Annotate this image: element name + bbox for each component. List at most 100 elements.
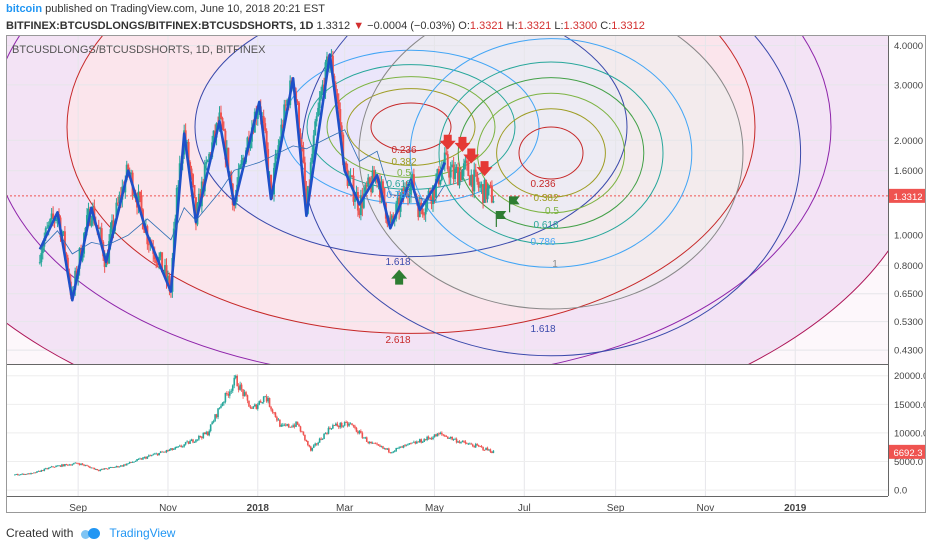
lower-candle-body bbox=[42, 470, 44, 471]
candle-body bbox=[483, 179, 486, 203]
lower-candle-body bbox=[407, 443, 409, 445]
lower-candle-body bbox=[196, 439, 199, 441]
candle-body bbox=[401, 188, 404, 197]
candle-body bbox=[100, 228, 103, 242]
candle-body bbox=[281, 124, 284, 129]
lower-candle-body bbox=[55, 465, 57, 468]
candle-body bbox=[246, 137, 249, 151]
chart-container[interactable]: 0.236 0.382 0.5 0.618 0.786 1.618 2.618 0.236 0.… bbox=[6, 35, 928, 514]
fib-label-set1: 0.382 bbox=[391, 157, 416, 168]
candle-body bbox=[315, 116, 318, 122]
fib-label-set2: 1 bbox=[552, 259, 558, 270]
lower-candle-body bbox=[376, 443, 378, 445]
candle-body bbox=[278, 140, 281, 146]
lower-candle-body bbox=[307, 440, 309, 446]
lower-candle-body bbox=[120, 465, 122, 467]
lower-candle-body bbox=[374, 443, 377, 445]
lower-candle-body bbox=[399, 446, 402, 448]
tradingview-link[interactable]: TradingView bbox=[109, 526, 176, 540]
lower-candle-body bbox=[93, 467, 96, 470]
lower-candle-body bbox=[352, 424, 355, 427]
candle-body bbox=[459, 171, 462, 181]
lower-candle-body bbox=[270, 406, 272, 410]
candle-body bbox=[351, 175, 354, 177]
lower-candle-body bbox=[211, 422, 213, 425]
x-tick-label: Nov bbox=[159, 503, 177, 513]
candle-body bbox=[206, 160, 209, 162]
lower-candle-body bbox=[292, 425, 294, 428]
lower-candle-body bbox=[230, 390, 233, 392]
lower-candle-body bbox=[202, 432, 205, 439]
lower-candle-body bbox=[18, 474, 21, 476]
author-link[interactable]: bitcoin bbox=[6, 3, 43, 15]
lower-candle-body bbox=[436, 433, 439, 437]
candle-body bbox=[130, 172, 133, 175]
lower-candle-body bbox=[218, 407, 221, 409]
fib-circle-set2 bbox=[457, 77, 645, 229]
lower-candle-body bbox=[402, 445, 405, 448]
lower-candle-body bbox=[302, 431, 305, 435]
candle-body bbox=[452, 164, 455, 179]
lower-candle-body bbox=[137, 458, 140, 460]
lower-candle-body bbox=[47, 467, 50, 469]
candle-body bbox=[314, 121, 317, 136]
lower-candle-body bbox=[198, 435, 200, 440]
lower-candle-body bbox=[152, 454, 155, 456]
candle-body bbox=[143, 229, 146, 233]
candle-body bbox=[340, 125, 343, 135]
sell-arrow-icon bbox=[476, 161, 493, 177]
candle-body bbox=[109, 229, 112, 242]
candle-body bbox=[485, 179, 488, 200]
last-price-tag bbox=[889, 188, 927, 203]
candle-body bbox=[402, 188, 405, 197]
lower-candle-body bbox=[298, 424, 300, 427]
lower-candle-body bbox=[100, 468, 103, 470]
sell-arrow-icon bbox=[463, 148, 480, 164]
x-tick-label: Sep bbox=[69, 503, 87, 513]
candle-body bbox=[331, 55, 334, 76]
candle-body bbox=[430, 198, 433, 205]
candle-body bbox=[365, 184, 368, 187]
candle-body bbox=[389, 217, 392, 224]
lower-candle-body bbox=[491, 452, 493, 454]
lower-candle-body bbox=[125, 463, 128, 466]
created-with-text: Created with bbox=[6, 526, 74, 540]
candle-body bbox=[40, 253, 43, 263]
fib-label-set2: 0.382 bbox=[533, 193, 558, 204]
candle-body bbox=[303, 162, 306, 189]
lower-candle-body bbox=[159, 451, 162, 453]
chart-svg[interactable]: 0.2360.3820.50.6180.7861.6182.6180.2360.… bbox=[6, 35, 928, 514]
lower-candle-body bbox=[323, 433, 325, 440]
candle-body bbox=[161, 252, 164, 273]
candle-body bbox=[427, 190, 430, 197]
candle-body bbox=[280, 124, 283, 141]
last-price-label: 1.3312 bbox=[893, 192, 922, 203]
candle-body bbox=[339, 109, 342, 126]
candle-body bbox=[439, 179, 442, 185]
candle-body bbox=[470, 174, 473, 186]
lower-candle-body bbox=[52, 466, 54, 468]
candle-body bbox=[155, 259, 158, 264]
lower-candle-body bbox=[168, 449, 171, 451]
lower-candle-body bbox=[293, 425, 296, 427]
lower-candle-body bbox=[457, 441, 459, 443]
lower-candle-body bbox=[261, 402, 264, 403]
lower-candle-body bbox=[476, 444, 478, 446]
lower-candle-body bbox=[410, 443, 412, 444]
candle-body bbox=[449, 167, 452, 178]
lower-candle-body bbox=[115, 466, 118, 467]
lower-candle-body bbox=[327, 427, 330, 434]
lower-candle-body bbox=[164, 451, 166, 453]
lower-candle-body bbox=[314, 443, 317, 446]
candle-body bbox=[147, 244, 150, 246]
axes: Sep Nov 2018 Mar May Jul Sep Nov 2019 4.0000 3.000… bbox=[6, 35, 928, 514]
lower-candle-body bbox=[416, 441, 418, 444]
x-tick-label: Jul bbox=[518, 503, 531, 513]
candle-body bbox=[49, 219, 52, 226]
fib-label-set1: 0.5 bbox=[397, 168, 411, 179]
lower-candle-body bbox=[427, 436, 430, 439]
candle-body bbox=[362, 193, 365, 208]
lower-candle-body bbox=[233, 377, 236, 386]
lower-candle-body bbox=[354, 426, 356, 428]
candle-body bbox=[433, 185, 436, 198]
